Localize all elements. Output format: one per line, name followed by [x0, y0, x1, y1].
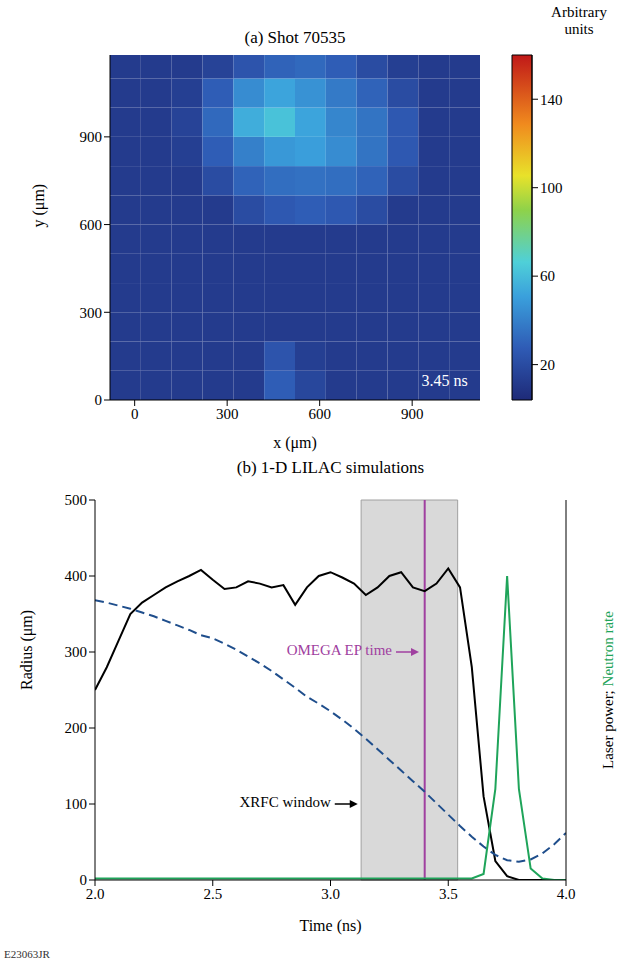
svg-text:Laser power; Neutron rate: Laser power; Neutron rate [600, 611, 616, 769]
svg-text:300: 300 [80, 305, 103, 321]
svg-text:400: 400 [65, 568, 88, 584]
svg-text:600: 600 [80, 217, 103, 233]
svg-text:200: 200 [65, 720, 88, 736]
svg-text:300: 300 [65, 644, 88, 660]
svg-text:3.45 ns: 3.45 ns [421, 372, 467, 389]
svg-text:3.5: 3.5 [439, 886, 458, 902]
svg-text:600: 600 [308, 406, 331, 422]
svg-text:2.0: 2.0 [86, 886, 105, 902]
svg-text:XRFC window: XRFC window [239, 794, 330, 810]
svg-text:3.0: 3.0 [321, 886, 340, 902]
svg-text:4.0: 4.0 [557, 886, 576, 902]
svg-text:OMEGA EP time: OMEGA EP time [287, 642, 393, 658]
svg-text:100: 100 [65, 796, 88, 812]
svg-text:0: 0 [80, 872, 88, 888]
html-text:(b) 1-D LILAC simulations: (b) 1-D LILAC simulations [236, 458, 425, 477]
svg-text:Radius (μm): Radius (μm) [18, 610, 36, 690]
svg-text:140: 140 [540, 92, 563, 108]
svg-text:900: 900 [80, 129, 103, 145]
svg-text:2.5: 2.5 [203, 886, 222, 902]
svg-text:60: 60 [540, 268, 555, 284]
svg-text:100: 100 [540, 180, 563, 196]
svg-text:0: 0 [95, 392, 103, 408]
svg-text:500: 500 [65, 492, 88, 508]
svg-text:300: 300 [216, 406, 239, 422]
svg-text:x (μm): x (μm) [273, 434, 317, 452]
html-text:E23063JR: E23063JR [4, 948, 50, 960]
svg-text:0: 0 [131, 406, 139, 422]
html-text:(a) Shot 70535: (a) Shot 70535 [244, 28, 346, 47]
svg-text:Time (ns): Time (ns) [299, 917, 361, 935]
svg-text:20: 20 [540, 357, 555, 373]
html-text:Arbitrary units: Arbitrary units [551, 4, 607, 37]
svg-text:900: 900 [401, 406, 424, 422]
svg-text:y (μm): y (μm) [30, 184, 48, 228]
